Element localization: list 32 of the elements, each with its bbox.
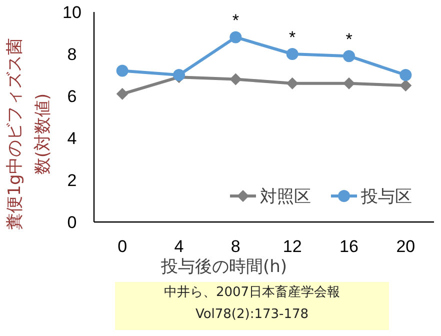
x-tick-label: 0: [118, 237, 128, 256]
y-tick-label: 10: [62, 3, 82, 22]
point: [343, 50, 355, 62]
legend-label: 投与区: [360, 187, 412, 207]
x-tick-label: 12: [282, 237, 302, 256]
annotation: *: [232, 11, 240, 30]
y-tick-label: 8: [67, 45, 77, 64]
x-tick-label: 8: [230, 237, 240, 256]
point: [173, 69, 185, 81]
point: [286, 48, 298, 60]
point: [400, 80, 412, 92]
x-tick-label: 16: [340, 237, 358, 256]
text: Vol78(2):173-178: [194, 306, 310, 324]
point: [286, 77, 298, 90]
y-tick-label: 6: [67, 87, 77, 106]
point: [343, 77, 355, 90]
point: [230, 73, 242, 86]
x-tick-label: 4: [174, 237, 184, 256]
point: [116, 64, 128, 77]
y-tick-label: 4: [67, 129, 77, 148]
legend-label: 対照区: [260, 187, 311, 207]
y-tick-label: 0: [67, 213, 77, 232]
annotation: *: [346, 30, 353, 50]
point: [116, 88, 128, 100]
y-axis-title: 糞便1g中のビフィズス菌数(対数値): [4, 37, 54, 232]
annotation: *: [289, 28, 296, 47]
text: 中井ら、2007日本畜産学会報: [162, 284, 342, 302]
point: [230, 31, 242, 44]
y-tick-label: 2: [67, 171, 77, 190]
point: [400, 69, 412, 81]
x-axis-title: 投与後の時間(h): [160, 257, 288, 277]
x-tick-label: 20: [396, 237, 416, 256]
